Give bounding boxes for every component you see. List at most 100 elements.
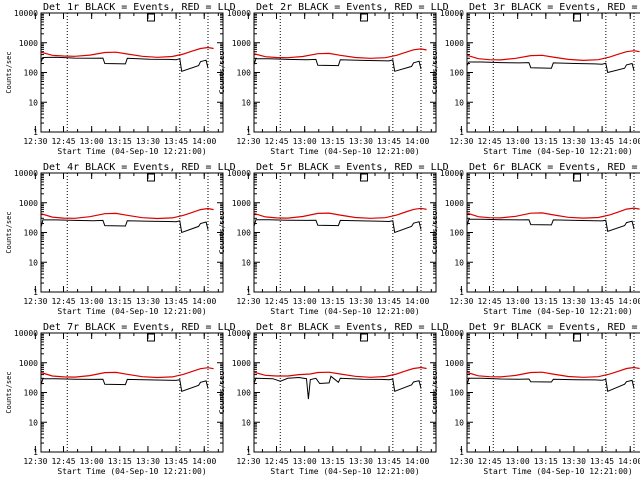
y-tick-label: 10000 xyxy=(14,169,38,178)
x-axis-label: Start Time (04-Sep-10 12:21:00) xyxy=(483,147,632,156)
x-tick-label: 12:45 xyxy=(51,297,75,306)
y-tick-label: 1000 xyxy=(445,359,464,368)
x-tick-label: 13:00 xyxy=(506,137,530,146)
red-lld-series-line xyxy=(253,207,427,219)
black-events-series-line xyxy=(466,61,635,74)
y-tick-label: 1000 xyxy=(232,199,251,208)
x-tick-label: 12:45 xyxy=(264,137,288,146)
y-tick-label: 10000 xyxy=(227,9,251,18)
y-tick-label: 100 xyxy=(450,229,465,238)
chart-panel-5: Det 5r BLACK = Events, RED = LLD 1 10 100 10… xyxy=(218,162,449,316)
black-events-series-line xyxy=(253,58,422,72)
y-tick-label: 10 xyxy=(28,98,38,107)
x-tick-label: 14:00 xyxy=(618,297,640,306)
x-tick-label: 12:45 xyxy=(477,137,501,146)
y-tick-label: 1 xyxy=(246,448,251,457)
x-tick-label: 13:45 xyxy=(590,297,614,306)
y-axis-label: Counts/sec xyxy=(218,211,226,253)
x-tick-label: 13:30 xyxy=(136,457,160,466)
x-tick-label: 13:30 xyxy=(562,297,586,306)
chart-title: Det 3r BLACK = Events, RED = LLD xyxy=(469,2,640,13)
x-tick-label: 12:45 xyxy=(51,457,75,466)
x-tick-label: 12:30 xyxy=(449,297,473,306)
black-events-series-line xyxy=(40,219,209,234)
chart-title: Det 5r BLACK = Events, RED = LLD xyxy=(256,162,449,173)
y-tick-label: 1 xyxy=(33,448,38,457)
x-tick-label: 12:30 xyxy=(236,137,260,146)
x-tick-label: 13:00 xyxy=(293,297,317,306)
chart-title: Det 6r BLACK = Events, RED = LLD xyxy=(469,162,640,173)
x-tick-label: 13:45 xyxy=(377,457,401,466)
y-tick-label: 10 xyxy=(28,258,38,267)
x-tick-label: 13:45 xyxy=(164,137,188,146)
x-tick-label: 13:30 xyxy=(562,457,586,466)
y-axis-label: Counts/sec xyxy=(431,211,439,253)
y-tick-label: 1000 xyxy=(445,39,464,48)
x-tick-label: 14:00 xyxy=(405,457,429,466)
black-events-series-line xyxy=(40,378,209,392)
y-tick-label: 1 xyxy=(246,288,251,297)
x-axis-label: Start Time (04-Sep-10 12:21:00) xyxy=(57,307,206,316)
x-tick-label: 13:45 xyxy=(164,297,188,306)
y-axis-label: Counts/sec xyxy=(5,371,13,413)
x-tick-label: 13:30 xyxy=(562,137,586,146)
x-tick-label: 14:00 xyxy=(192,297,216,306)
y-tick-label: 1 xyxy=(459,288,464,297)
x-axis-label: Start Time (04-Sep-10 12:21:00) xyxy=(483,467,632,476)
x-axis-label: Start Time (04-Sep-10 12:21:00) xyxy=(270,467,419,476)
plot-frame xyxy=(466,172,640,293)
x-tick-label: 13:30 xyxy=(136,137,160,146)
chart-panel-4: Det 4r BLACK = Events, RED = LLD 1 10 100 10… xyxy=(5,162,236,316)
y-tick-label: 10000 xyxy=(14,329,38,338)
x-tick-label: 12:45 xyxy=(477,297,501,306)
x-tick-label: 12:30 xyxy=(23,457,47,466)
x-tick-label: 13:00 xyxy=(80,457,104,466)
y-tick-label: 1000 xyxy=(19,199,38,208)
legend-box xyxy=(359,173,368,182)
red-lld-series-line xyxy=(466,207,640,219)
chart-panel-3: Det 3r BLACK = Events, RED = LLD 1 10 100 10… xyxy=(431,2,640,156)
chart-panel-8: Det 8r BLACK = Events, RED = LLD 1 10 100 10… xyxy=(218,322,449,476)
x-tick-label: 13:30 xyxy=(349,297,373,306)
red-lld-series-line xyxy=(466,366,640,378)
y-tick-label: 1 xyxy=(33,288,38,297)
y-tick-label: 10 xyxy=(28,418,38,427)
y-tick-label: 10 xyxy=(241,258,251,267)
chart-title: Det 1r BLACK = Events, RED = LLD xyxy=(43,2,236,13)
y-tick-label: 10000 xyxy=(440,329,464,338)
x-tick-label: 14:00 xyxy=(405,297,429,306)
y-tick-label: 10 xyxy=(454,258,464,267)
x-tick-label: 12:45 xyxy=(264,457,288,466)
y-tick-label: 1 xyxy=(459,128,464,137)
legend-box xyxy=(572,13,581,22)
plot-frame xyxy=(40,12,224,133)
y-axis-label: Counts/sec xyxy=(5,51,13,93)
x-tick-label: 13:45 xyxy=(377,137,401,146)
y-tick-label: 10 xyxy=(241,98,251,107)
x-tick-label: 13:15 xyxy=(534,297,558,306)
red-lld-series-line xyxy=(40,46,214,58)
x-axis-label: Start Time (04-Sep-10 12:21:00) xyxy=(270,307,419,316)
x-tick-label: 13:30 xyxy=(349,457,373,466)
y-tick-label: 1000 xyxy=(232,39,251,48)
legend-box xyxy=(146,13,155,22)
plot-frame xyxy=(253,172,437,293)
y-tick-label: 10000 xyxy=(14,9,38,18)
x-tick-label: 13:00 xyxy=(293,457,317,466)
x-tick-label: 13:15 xyxy=(321,457,345,466)
y-tick-label: 1000 xyxy=(19,39,38,48)
x-tick-label: 12:30 xyxy=(236,457,260,466)
y-tick-label: 10000 xyxy=(440,9,464,18)
x-tick-label: 12:30 xyxy=(23,297,47,306)
y-tick-label: 1 xyxy=(246,128,251,137)
chart-panel-6: Det 6r BLACK = Events, RED = LLD 1 10 100 10… xyxy=(431,162,640,316)
x-tick-label: 13:45 xyxy=(590,457,614,466)
x-tick-label: 14:00 xyxy=(405,137,429,146)
y-tick-label: 100 xyxy=(24,389,39,398)
legend-box xyxy=(572,333,581,342)
y-axis-label: Counts/sec xyxy=(218,371,226,413)
y-tick-label: 100 xyxy=(237,229,252,238)
red-lld-series-line xyxy=(253,48,427,59)
legend-box xyxy=(146,333,155,342)
x-tick-label: 12:45 xyxy=(477,457,501,466)
